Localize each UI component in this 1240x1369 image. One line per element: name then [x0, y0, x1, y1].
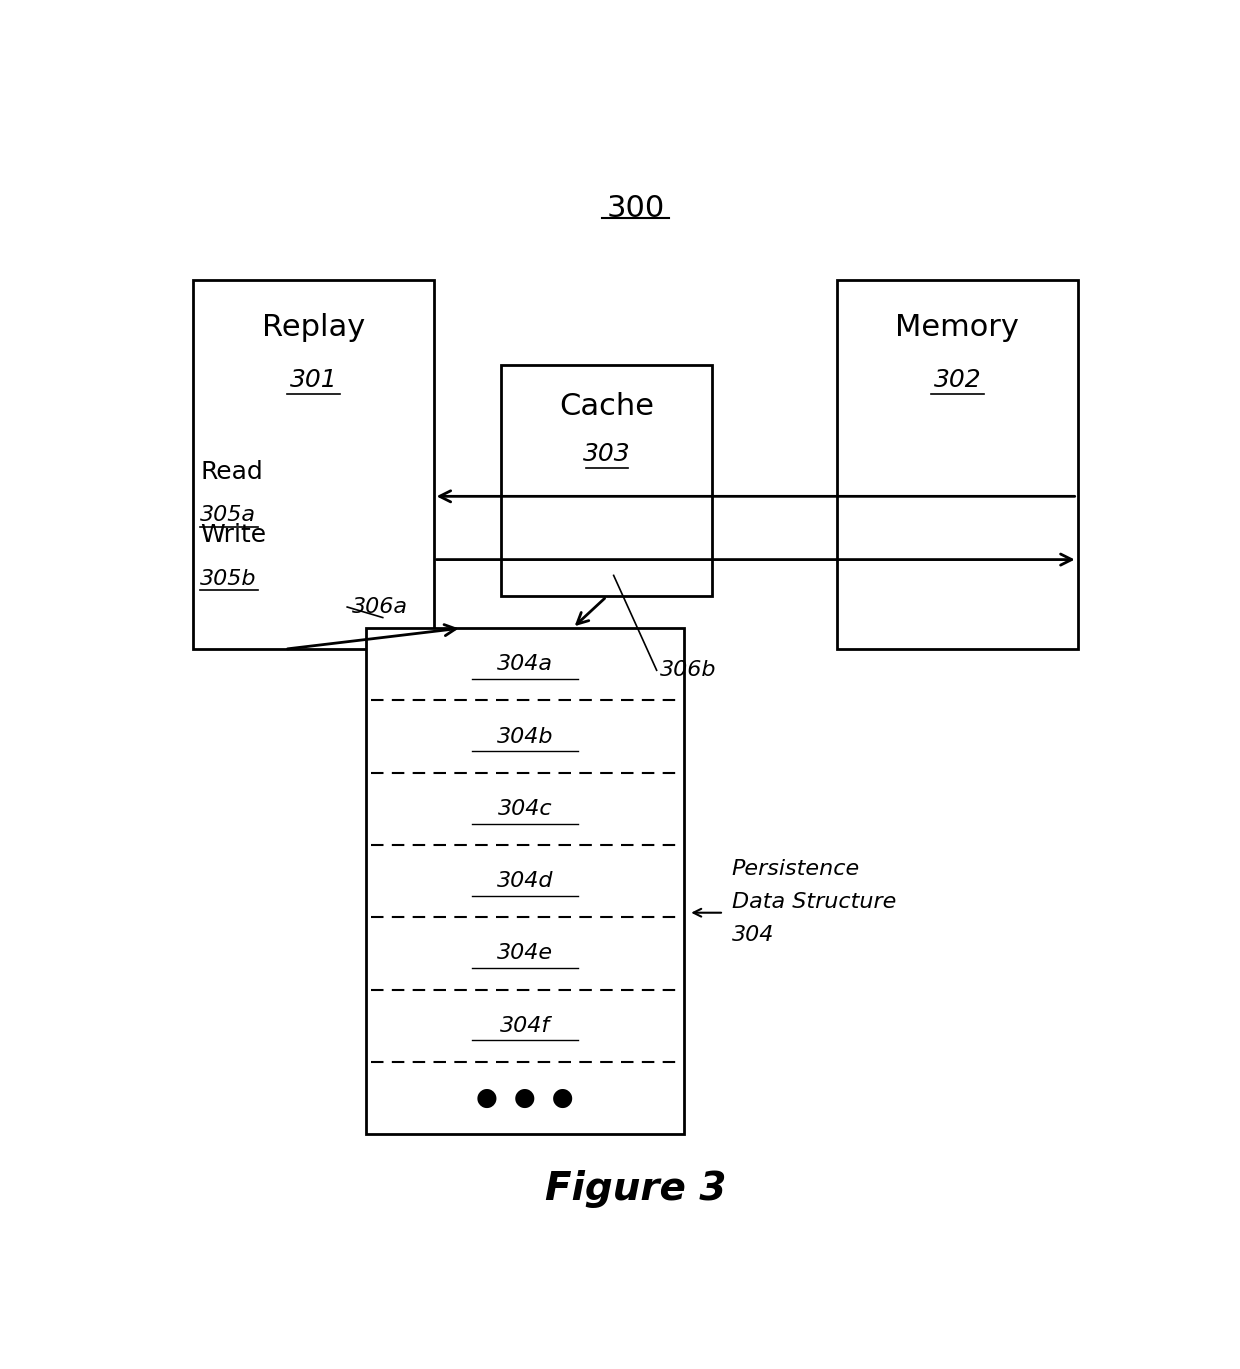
Text: Cache: Cache — [559, 393, 655, 422]
Text: 304e: 304e — [497, 943, 553, 964]
FancyBboxPatch shape — [367, 628, 683, 1134]
Text: Write: Write — [200, 523, 267, 548]
Text: 304d: 304d — [497, 871, 553, 891]
Text: Replay: Replay — [262, 314, 366, 342]
Text: 305b: 305b — [200, 568, 257, 589]
Text: Figure 3: Figure 3 — [544, 1170, 727, 1207]
Text: 304f: 304f — [500, 1016, 551, 1036]
Text: 302: 302 — [934, 368, 981, 393]
Text: 300: 300 — [606, 194, 665, 223]
Text: 306a: 306a — [352, 597, 408, 617]
Text: Read: Read — [200, 460, 263, 485]
Text: 304b: 304b — [497, 727, 553, 746]
Text: 304c: 304c — [497, 798, 552, 819]
Text: Persistence
Data Structure
304: Persistence Data Structure 304 — [732, 860, 897, 945]
Text: 306b: 306b — [660, 660, 715, 680]
FancyBboxPatch shape — [501, 364, 712, 597]
Text: 305a: 305a — [200, 505, 257, 526]
FancyBboxPatch shape — [193, 281, 434, 649]
Text: 303: 303 — [583, 442, 630, 467]
Text: ●  ●  ●: ● ● ● — [476, 1086, 574, 1110]
Text: Memory: Memory — [895, 314, 1019, 342]
FancyBboxPatch shape — [837, 281, 1078, 649]
Text: 301: 301 — [290, 368, 337, 393]
Text: 304a: 304a — [497, 654, 553, 675]
